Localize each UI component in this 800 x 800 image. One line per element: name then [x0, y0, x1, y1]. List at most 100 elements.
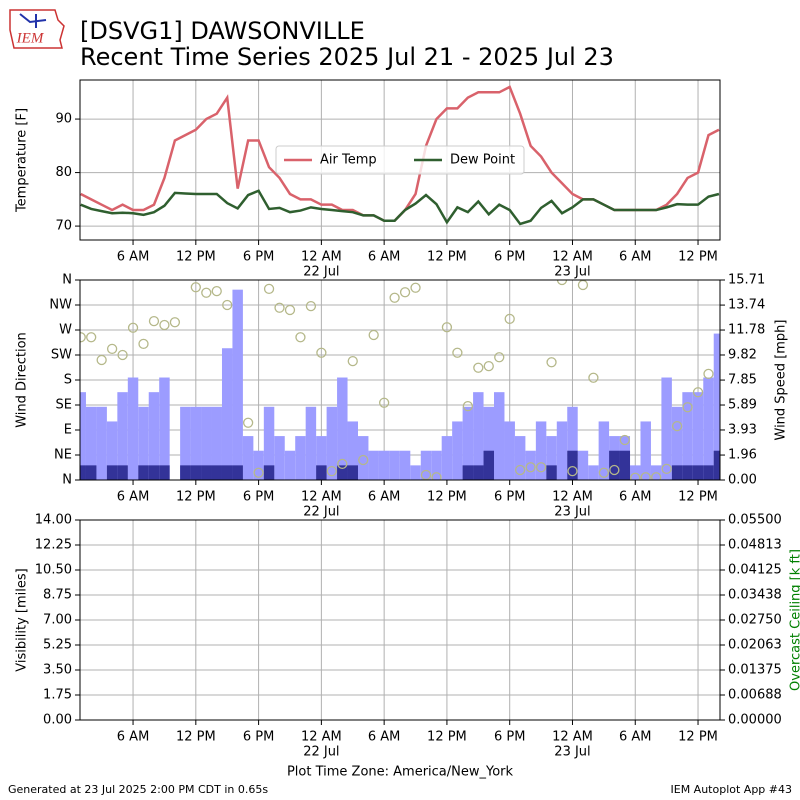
bar [347, 465, 358, 480]
y-tick-label: N [62, 273, 72, 288]
x-tick-label: 6 PM [243, 250, 274, 265]
bar [106, 465, 118, 480]
y2-axis-label: Overcast Ceiling [k ft] [789, 549, 800, 691]
bar [682, 465, 693, 480]
axes-frame [79, 279, 721, 481]
bar [96, 406, 107, 480]
bar [368, 450, 379, 480]
y-tick-label: W [59, 323, 72, 338]
direction-point [525, 462, 536, 473]
bar [347, 421, 358, 480]
bar [713, 450, 720, 480]
direction-point [661, 463, 672, 475]
direction-point [588, 372, 599, 383]
direction-point [337, 458, 348, 470]
y2-tick-label: 7.85 [728, 373, 757, 388]
bar [148, 392, 160, 480]
x-tick-label: 6 AM [619, 250, 652, 265]
x-tick-label: 6 PM [243, 730, 274, 745]
direction-point [117, 349, 128, 361]
bar [389, 450, 400, 480]
bar [640, 421, 651, 480]
bar [546, 465, 557, 480]
direction-point [96, 354, 107, 366]
direction-point [138, 338, 149, 350]
bar [85, 406, 97, 480]
y2-tick-label: 0.00000 [728, 713, 782, 728]
y2-tick-label: 0.00 [728, 473, 757, 488]
y2-tick-label: 0.04813 [728, 538, 782, 553]
bar [232, 465, 243, 480]
bar [221, 465, 233, 480]
bar [201, 465, 212, 480]
x-tick-label: 12 AM [552, 730, 593, 745]
bar [671, 465, 683, 480]
direction-point [452, 347, 463, 358]
bar [462, 465, 474, 480]
x-tick-label: 12 AM [301, 250, 342, 265]
bar [567, 406, 578, 480]
x-tick-label: 6 AM [368, 730, 401, 745]
x-date-label: 23 Jul [554, 265, 590, 280]
footer-app: IEM Autoplot App #43 [671, 783, 793, 796]
y-tick-label: 1.75 [43, 688, 72, 703]
bar [671, 406, 683, 480]
bar [577, 450, 589, 480]
x-date-label: 22 Jul [303, 265, 339, 280]
plot-area [80, 280, 720, 480]
direction-point [609, 464, 620, 476]
bar [431, 450, 442, 480]
direction-point [556, 280, 568, 286]
y2-axis-label: Wind Speed [mph] [774, 320, 789, 441]
bar [703, 465, 714, 480]
bar [190, 465, 202, 480]
panel: 6 AM 12 PM 6 PM 12 AM 6 AM 12 PM 6 PM 12 AM 6 AM… [15, 513, 800, 780]
direction-point [148, 315, 160, 327]
bar [399, 450, 411, 480]
x-tick-label: 6 PM [494, 730, 525, 745]
title: [DSVG1] DAWSONVILLE [80, 17, 365, 45]
bar [410, 465, 421, 480]
direction-point [222, 299, 233, 311]
bar [494, 392, 505, 480]
direction-point [274, 302, 285, 313]
footer-generated: Generated at 23 Jul 2025 2:00 PM CDT in … [8, 783, 268, 796]
x-tick-label: 12 AM [301, 730, 342, 745]
bar [190, 406, 202, 480]
x-tick-label: 6 AM [619, 490, 652, 505]
y-tick-label: SE [56, 398, 72, 413]
bar [473, 465, 484, 480]
bar [483, 406, 495, 480]
bar [117, 465, 128, 480]
bar [263, 465, 275, 480]
bar [535, 421, 547, 480]
x-tick-label: 6 AM [117, 490, 150, 505]
direction-point [504, 313, 515, 325]
y2-tick-label: 0.02063 [728, 638, 782, 653]
direction-point [567, 465, 578, 477]
bar [284, 450, 296, 480]
direction-point [378, 397, 390, 408]
logo-outline [9, 9, 65, 49]
x-tick-label: 6 PM [243, 490, 274, 505]
bar [80, 392, 86, 480]
y2-tick-label: 9.82 [728, 347, 757, 362]
bar [619, 450, 631, 480]
direction-point [389, 292, 400, 303]
bar [337, 465, 348, 480]
x-tick-label: 6 PM [494, 490, 525, 505]
bar [473, 392, 484, 480]
bar [452, 421, 463, 480]
direction-point [295, 332, 306, 343]
direction-point [515, 464, 526, 476]
y-tick-label: 14.00 [35, 513, 72, 528]
y-tick-label: 5.25 [43, 638, 72, 653]
y2-tick-label: 0.01375 [728, 663, 782, 678]
direction-point [127, 322, 139, 333]
bar [159, 377, 170, 480]
y2-tick-label: 11.78 [728, 323, 765, 338]
bar [525, 450, 536, 480]
bar [127, 377, 139, 480]
direction-point [546, 357, 557, 368]
direction-point [619, 434, 630, 446]
